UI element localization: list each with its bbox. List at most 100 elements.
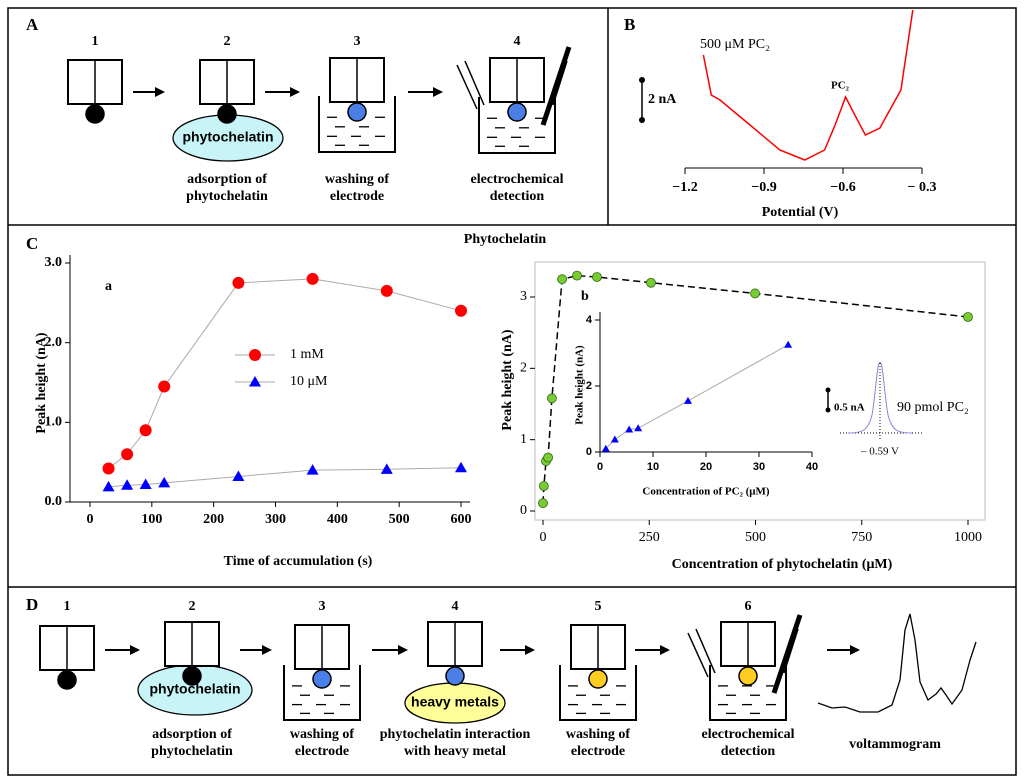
x-tick-label: 500 [389,512,410,527]
x-tick-label: 100 [141,512,162,527]
scale-end [825,387,831,393]
label: b [581,289,589,304]
point [646,277,656,288]
label: electrochemical [701,727,794,742]
tube [687,632,709,678]
point [158,380,171,393]
beaker [283,665,361,721]
point [683,396,692,404]
point [158,476,171,488]
plot-frame [534,261,986,521]
label: phytochelatin interaction [380,727,531,742]
label: adsorption of [152,727,232,742]
y-tick-label: 3.0 [45,255,63,270]
point [538,481,549,491]
x-tick-label: 750 [851,530,872,545]
label: Time of accumulation (s) [224,554,373,569]
peak-shape [847,361,913,434]
x-tick-label: 500 [745,530,766,545]
scale-end [639,77,645,83]
label: 2 [224,34,231,49]
bubble-text: phytochelatin [182,129,273,145]
bubble-text: heavy metals [411,694,499,710]
panel-label: B [624,15,635,34]
tube [695,628,716,674]
label: Concentration of PC₂ (μM) [642,486,769,498]
point [572,270,582,281]
bubble-text: phytochelatin [149,681,240,697]
electrode-drop [217,104,237,124]
point [232,470,245,482]
electrode-drop [738,666,758,686]
electrode-drop [445,666,465,686]
x-tick-label: − 0.3 [908,180,937,195]
point [750,288,760,299]
y-tick-label: 2 [520,361,527,376]
y-tick-label: 2.0 [45,335,63,350]
arrow-head [290,87,300,97]
point [634,424,643,432]
label: electrode [571,744,625,759]
x-tick-label: 10 [647,461,659,473]
y-tick-label: 1.0 [45,415,63,430]
label: 1 mM [290,347,324,362]
label: 4 [514,34,521,49]
label: Peak height (nA) [500,329,515,430]
arrow-head [398,645,408,655]
x-tick-label: 400 [327,512,348,527]
beaker [709,665,787,721]
arrow-head [433,87,443,97]
label: 3 [354,34,361,49]
label: Peak height (nA) [574,345,586,425]
tube [464,60,485,106]
arrow-head [660,645,670,655]
point [102,462,115,475]
label: 90 pmol PC₂ [897,400,969,415]
electrode-drop [507,102,527,122]
panel-label: A [26,15,39,34]
point [592,272,602,282]
y-tick-label: 3 [520,289,527,304]
x-tick-label: 20 [700,461,712,473]
point [232,276,245,289]
label: 0.5 nA [834,402,865,414]
label: 3 [319,599,326,614]
label: 1 [64,599,71,614]
scale-end [825,407,831,413]
electrode-drop [85,104,105,124]
y-tick-label: 0 [586,446,592,458]
point [610,435,619,443]
label: Peak height (nA) [34,332,49,433]
point [601,444,610,452]
label: 500 μM PC₂ [700,37,770,52]
arrow-head [155,87,165,97]
label: adsorption of [187,172,267,187]
point [557,274,568,285]
beaker [559,665,637,721]
label: electrochemical [470,172,563,187]
label: Concentration of phytochelatin (μM) [672,557,893,572]
label: washing of [325,172,390,187]
point [784,340,793,348]
electrode-drop [588,669,608,689]
label: PC₂ [831,80,850,92]
x-tick-label: 0 [87,512,94,527]
label: detection [490,189,545,204]
panel-label: C [26,234,38,253]
counter-electrode [771,614,803,694]
point [121,448,134,461]
point [543,452,553,463]
beaker [478,97,556,154]
x-tick-label: 200 [203,512,224,527]
label: electrode [330,189,384,204]
x-tick-label: 600 [451,512,472,527]
x-tick-label: 250 [639,530,660,545]
fit-line [605,344,789,450]
point [380,463,393,474]
x-tick-label: 30 [753,461,765,473]
point [249,376,261,387]
frame [7,7,1017,776]
y-tick-label: 0.0 [45,494,63,509]
point [455,304,467,317]
